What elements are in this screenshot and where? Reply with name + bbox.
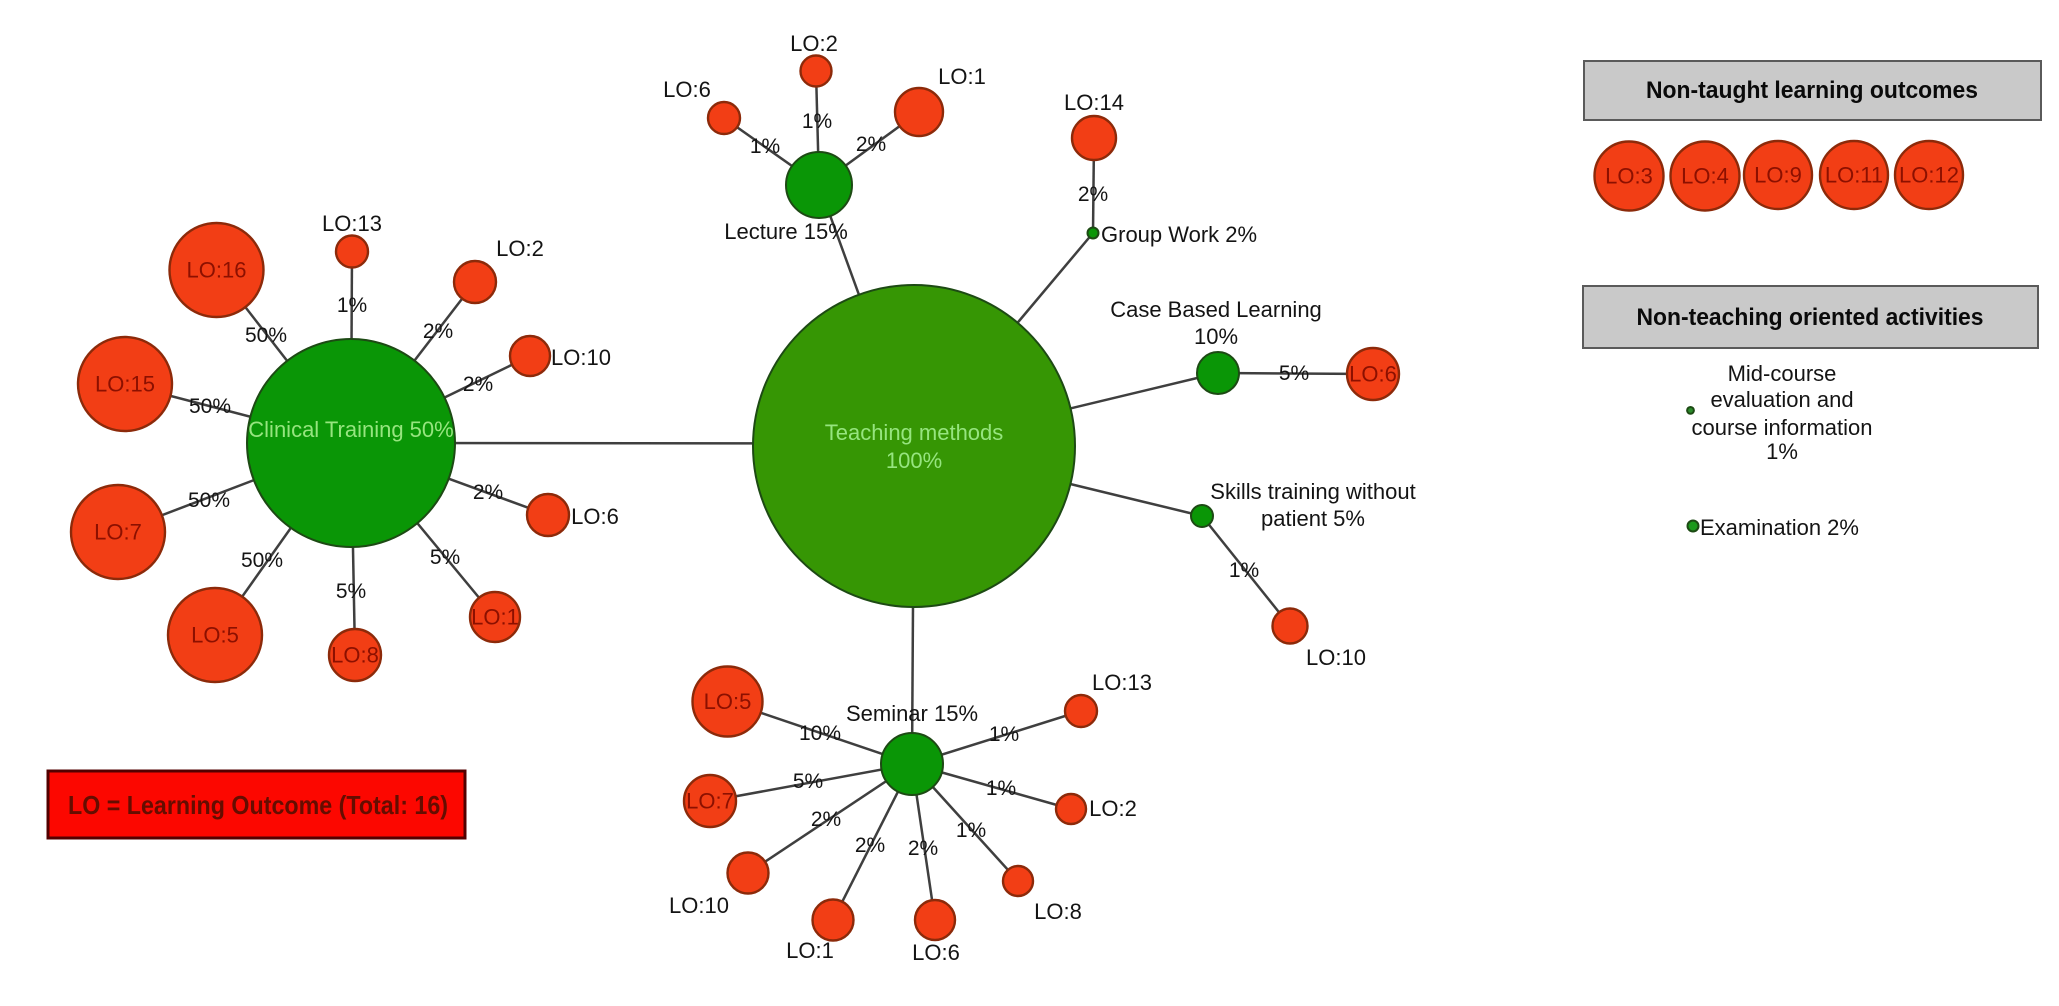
svg-text:1%: 1% xyxy=(986,777,1016,800)
svg-text:LO:6: LO:6 xyxy=(663,77,711,102)
svg-text:LO:6: LO:6 xyxy=(912,940,960,965)
svg-text:1%: 1% xyxy=(802,110,832,133)
svg-text:5%: 5% xyxy=(793,770,823,793)
svg-text:1%: 1% xyxy=(989,723,1019,746)
svg-text:LO:10: LO:10 xyxy=(1306,645,1366,670)
svg-text:2%: 2% xyxy=(856,133,886,156)
svg-text:Skills training without: Skills training without xyxy=(1210,479,1415,504)
svg-text:LO:2: LO:2 xyxy=(1089,796,1137,821)
svg-text:LO:14: LO:14 xyxy=(1064,90,1124,115)
svg-text:50%: 50% xyxy=(241,549,283,572)
svg-text:LO = Learning Outcome (Total:: LO = Learning Outcome (Total: 16) xyxy=(68,790,448,820)
svg-text:LO:6: LO:6 xyxy=(1349,362,1397,387)
svg-text:10%: 10% xyxy=(799,722,841,745)
svg-text:50%: 50% xyxy=(188,489,230,512)
svg-text:Teaching methods: Teaching methods xyxy=(825,420,1004,445)
svg-text:LO:2: LO:2 xyxy=(790,31,838,56)
svg-text:2%: 2% xyxy=(855,834,885,857)
svg-text:1%: 1% xyxy=(1229,559,1259,582)
svg-text:LO:16: LO:16 xyxy=(187,258,247,283)
svg-text:Non-teaching oriented activiti: Non-teaching oriented activities xyxy=(1637,304,1984,331)
svg-text:evaluation and: evaluation and xyxy=(1710,387,1853,412)
svg-text:1%: 1% xyxy=(750,135,780,158)
svg-text:10%: 10% xyxy=(1194,324,1238,349)
svg-text:LO:1: LO:1 xyxy=(938,64,986,89)
svg-text:2%: 2% xyxy=(1078,183,1108,206)
svg-text:2%: 2% xyxy=(908,837,938,860)
svg-text:LO:7: LO:7 xyxy=(686,789,734,814)
svg-text:LO:6: LO:6 xyxy=(571,504,619,529)
svg-text:Examination 2%: Examination 2% xyxy=(1700,515,1859,540)
svg-text:1%: 1% xyxy=(1766,439,1798,464)
svg-text:LO:9: LO:9 xyxy=(1754,163,1802,188)
svg-text:2%: 2% xyxy=(811,808,841,831)
svg-text:LO:4: LO:4 xyxy=(1681,164,1729,189)
svg-text:Non-taught learning outcomes: Non-taught learning outcomes xyxy=(1646,77,1978,104)
svg-text:LO:5: LO:5 xyxy=(704,689,752,714)
svg-text:patient 5%: patient 5% xyxy=(1261,506,1365,531)
svg-text:LO:3: LO:3 xyxy=(1605,164,1653,189)
svg-text:Lecture 15%: Lecture 15% xyxy=(724,219,848,244)
svg-text:Group Work 2%: Group Work 2% xyxy=(1101,222,1257,247)
svg-text:LO:12: LO:12 xyxy=(1899,163,1959,188)
svg-text:LO:1: LO:1 xyxy=(471,605,519,630)
svg-text:Case Based Learning: Case Based Learning xyxy=(1110,297,1322,322)
svg-text:LO:5: LO:5 xyxy=(191,623,239,648)
svg-text:1%: 1% xyxy=(956,819,986,842)
svg-text:100%: 100% xyxy=(886,448,942,473)
svg-text:LO:13: LO:13 xyxy=(322,211,382,236)
svg-text:LO:15: LO:15 xyxy=(95,372,155,397)
svg-text:course information: course information xyxy=(1692,415,1873,440)
svg-text:LO:2: LO:2 xyxy=(496,236,544,261)
svg-text:LO:10: LO:10 xyxy=(551,345,611,370)
svg-text:1%: 1% xyxy=(337,294,367,317)
svg-text:2%: 2% xyxy=(423,320,453,343)
svg-text:5%: 5% xyxy=(1279,362,1309,385)
svg-text:Seminar 15%: Seminar 15% xyxy=(846,701,978,726)
svg-text:LO:1: LO:1 xyxy=(786,938,834,963)
svg-text:LO:7: LO:7 xyxy=(94,520,142,545)
svg-text:50%: 50% xyxy=(189,395,231,418)
svg-text:2%: 2% xyxy=(473,481,503,504)
svg-text:50%: 50% xyxy=(245,324,287,347)
svg-text:Mid-course: Mid-course xyxy=(1728,361,1837,386)
svg-text:5%: 5% xyxy=(430,546,460,569)
svg-text:LO:8: LO:8 xyxy=(331,643,379,668)
svg-text:LO:11: LO:11 xyxy=(1825,163,1883,188)
svg-text:5%: 5% xyxy=(336,580,366,603)
svg-text:LO:13: LO:13 xyxy=(1092,670,1152,695)
svg-text:Clinical Training 50%: Clinical Training 50% xyxy=(248,417,453,442)
svg-text:LO:10: LO:10 xyxy=(669,893,729,918)
svg-text:LO:8: LO:8 xyxy=(1034,899,1082,924)
svg-text:2%: 2% xyxy=(463,373,493,396)
